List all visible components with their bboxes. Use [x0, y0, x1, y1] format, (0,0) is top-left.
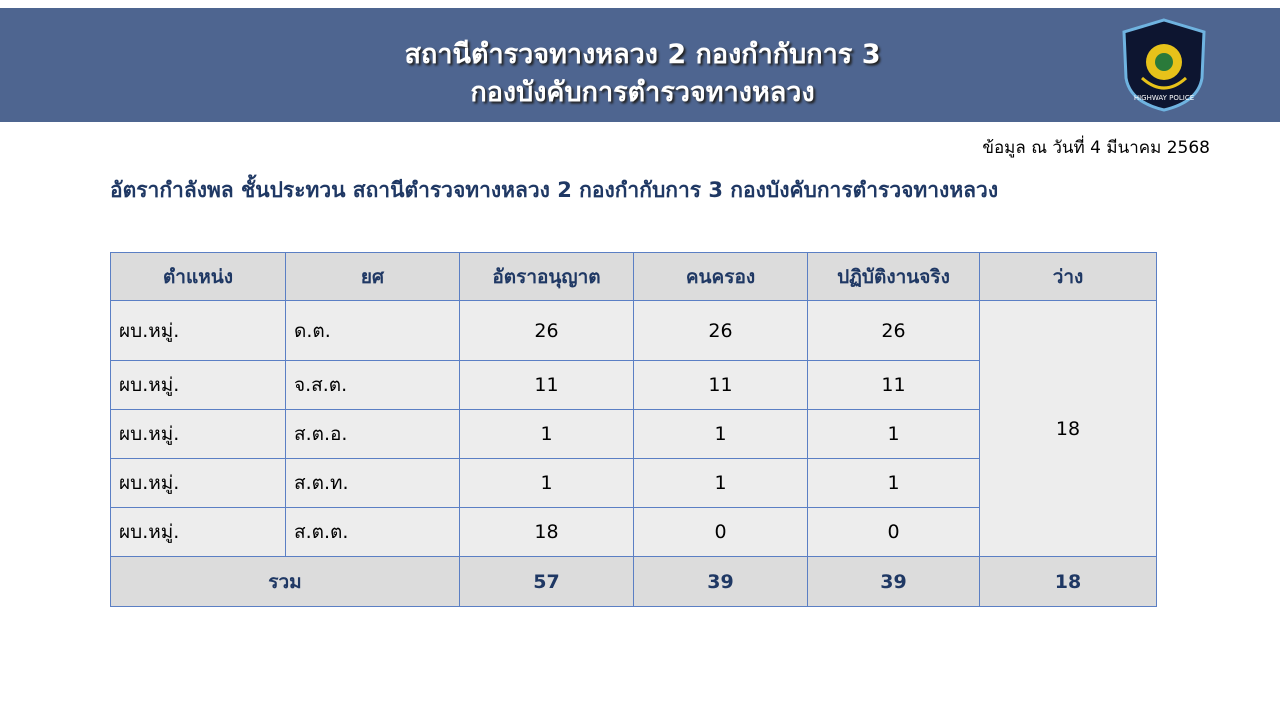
cell-rank: ด.ต.: [285, 300, 460, 361]
total-vacant: 18: [979, 556, 1157, 607]
col-header-actual: ปฏิบัติงานจริง: [807, 252, 980, 301]
table-row: ผบ.หมู่. ด.ต. 26 26 26 18: [110, 300, 1157, 557]
cell-rank: จ.ส.ต.: [285, 360, 460, 410]
cell-position: ผบ.หมู่.: [110, 409, 286, 459]
highway-police-logo-icon: HIGHWAY POLICE: [1122, 18, 1206, 112]
cell-position: ผบ.หมู่.: [110, 458, 286, 508]
svg-text:HIGHWAY POLICE: HIGHWAY POLICE: [1134, 94, 1194, 102]
page-title-line2: กองบังคับการตำรวจทางหลวง: [470, 77, 815, 108]
cell-actual: 26: [807, 300, 980, 361]
table-row: ผบ.หมู่. ส.ต.ต. 18 0 0: [110, 507, 1157, 557]
col-header-rank: ยศ: [285, 252, 460, 301]
cell-held: 11: [633, 360, 808, 410]
cell-position: ผบ.หมู่.: [110, 507, 286, 557]
total-held: 39: [633, 556, 808, 607]
cell-held: 1: [633, 458, 808, 508]
cell-allowed: 26: [459, 300, 634, 361]
cell-actual: 1: [807, 458, 980, 508]
table-row: ผบ.หมู่. จ.ส.ต. 11 11 11: [110, 360, 1157, 410]
cell-actual: 1: [807, 409, 980, 459]
cell-rank: ส.ต.ต.: [285, 507, 460, 557]
col-header-vacant: ว่าง: [979, 252, 1157, 301]
header-band: สถานีตำรวจทางหลวง 2 กองกำกับการ 3 กองบัง…: [0, 8, 1280, 122]
table-title: อัตรากำลังพล ชั้นประทวน สถานีตำรวจทางหลว…: [110, 178, 999, 202]
manpower-table: ตำแหน่ง ยศ อัตราอนุญาต คนครอง ปฏิบัติงาน…: [110, 252, 1157, 607]
cell-actual: 0: [807, 507, 980, 557]
col-header-held: คนครอง: [633, 252, 808, 301]
cell-allowed: 18: [459, 507, 634, 557]
cell-allowed: 1: [459, 409, 634, 459]
cell-vacant: 18: [979, 300, 1157, 557]
cell-position: ผบ.หมู่.: [110, 300, 286, 361]
cell-allowed: 11: [459, 360, 634, 410]
total-actual: 39: [807, 556, 980, 607]
page-title-line1: สถานีตำรวจทางหลวง 2 กองกำกับการ 3: [404, 39, 881, 70]
cell-position: ผบ.หมู่.: [110, 360, 286, 410]
table-header-row: ตำแหน่ง ยศ อัตราอนุญาต คนครอง ปฏิบัติงาน…: [110, 252, 1157, 301]
cell-held: 1: [633, 409, 808, 459]
col-header-allowed: อัตราอนุญาต: [459, 252, 634, 301]
cell-rank: ส.ต.ท.: [285, 458, 460, 508]
total-allowed: 57: [459, 556, 634, 607]
cell-allowed: 1: [459, 458, 634, 508]
cell-actual: 11: [807, 360, 980, 410]
col-header-position: ตำแหน่ง: [110, 252, 286, 301]
data-as-of-date: ข้อมูล ณ วันที่ 4 มีนาคม 2568: [982, 138, 1210, 158]
table-row: ผบ.หมู่. ส.ต.ท. 1 1 1: [110, 458, 1157, 508]
cell-rank: ส.ต.อ.: [285, 409, 460, 459]
table-row: ผบ.หมู่. ส.ต.อ. 1 1 1: [110, 409, 1157, 459]
cell-held: 26: [633, 300, 808, 361]
total-label: รวม: [110, 556, 460, 607]
cell-held: 0: [633, 507, 808, 557]
total-row: รวม 57 39 39 18: [110, 556, 1157, 607]
